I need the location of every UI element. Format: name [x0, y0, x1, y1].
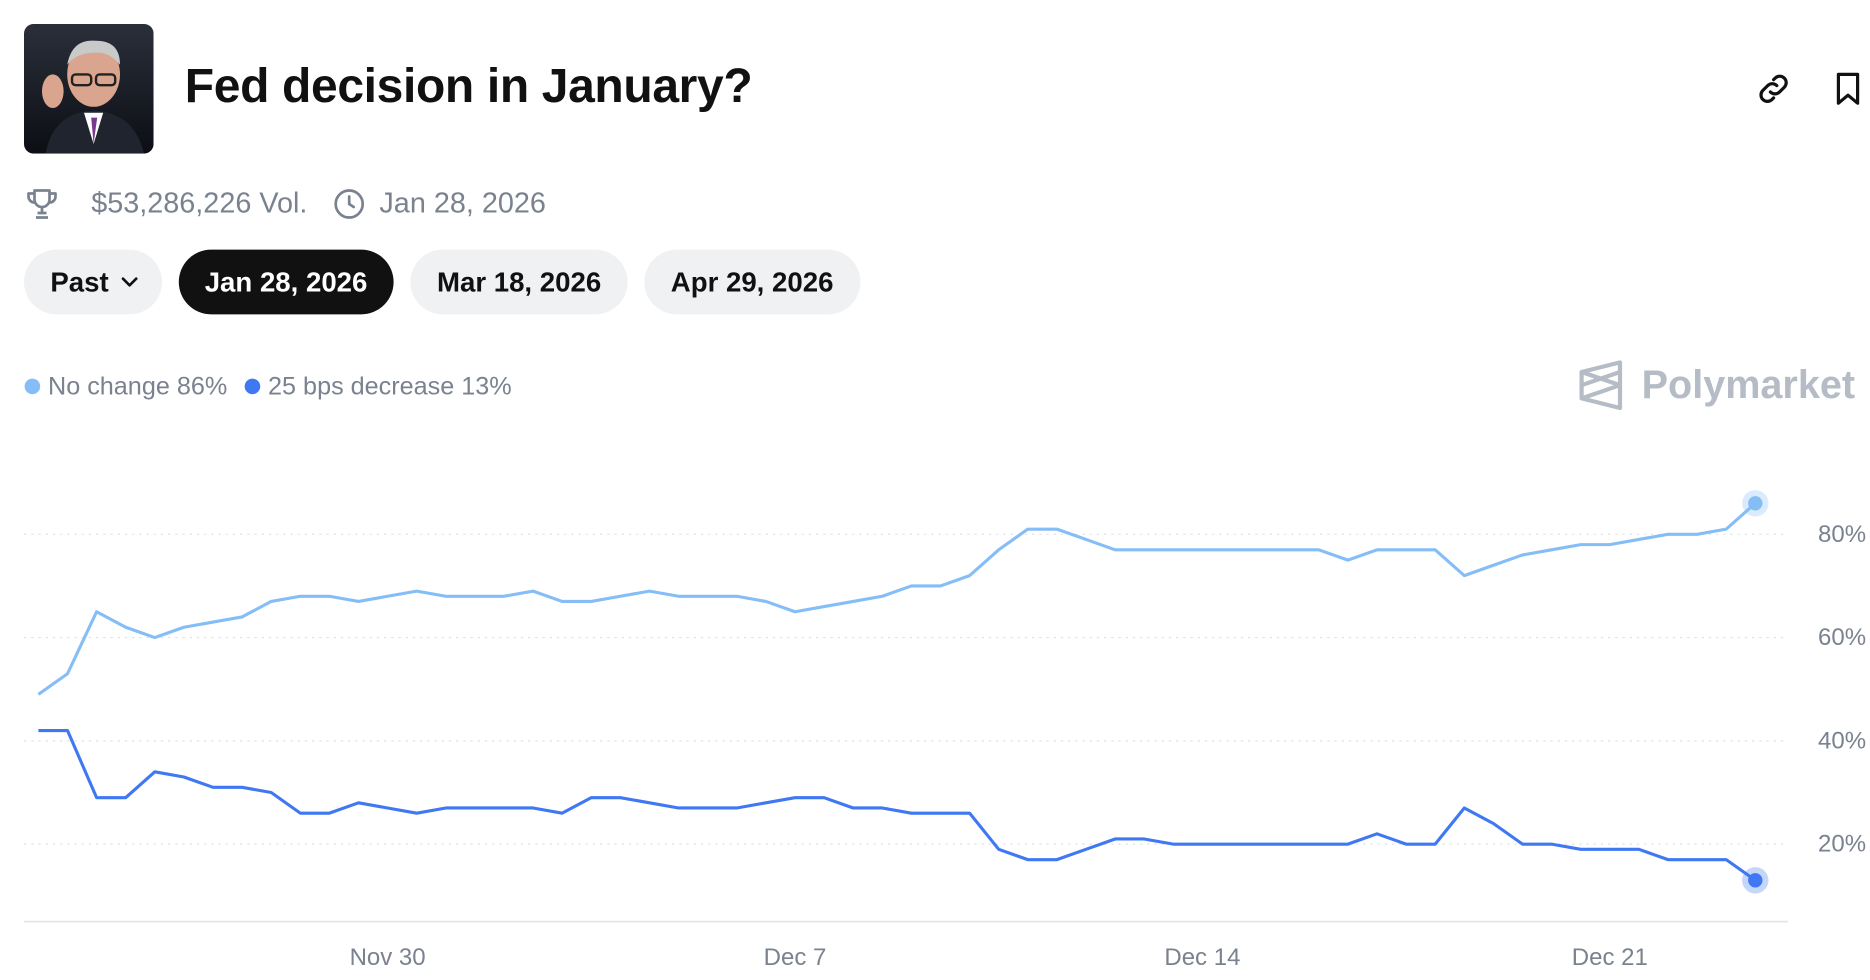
- date-tab[interactable]: Past: [24, 249, 162, 315]
- legend-label: No change 86%: [48, 372, 227, 400]
- copy-link-button[interactable]: [1754, 70, 1792, 108]
- tab-label: Jan 28, 2026: [204, 265, 368, 297]
- market-meta: $53,286,226 Vol. Jan 28, 2026: [24, 186, 546, 222]
- endpoint-dot: [1748, 873, 1763, 888]
- clock-icon: [334, 189, 365, 219]
- trophy-icon: [27, 189, 57, 219]
- brand-name: Polymarket: [1642, 363, 1855, 407]
- date-tab[interactable]: Jan 28, 2026: [178, 249, 394, 315]
- market-title: Fed decision in January?: [184, 60, 753, 113]
- market-image: [24, 24, 154, 154]
- bookmark-button[interactable]: [1829, 70, 1867, 108]
- x-tick-label: Dec 21: [1572, 944, 1648, 971]
- brand-logo: Polymarket: [1579, 360, 1855, 411]
- volume: $53,286,226 Vol.: [91, 187, 308, 220]
- legend-marker: [244, 378, 261, 395]
- y-tick-label: 60%: [1818, 624, 1866, 651]
- legend-label: 25 bps decrease 13%: [268, 372, 512, 400]
- y-tick-label: 20%: [1818, 831, 1866, 858]
- chart: Polymarket No change 86% 25 bps decrease …: [24, 360, 1866, 971]
- x-tick-label: Dec 14: [1164, 944, 1240, 971]
- y-tick-label: 80%: [1818, 521, 1866, 548]
- tab-label: Past: [50, 265, 109, 297]
- date-tab[interactable]: Mar 18, 2026: [410, 249, 628, 315]
- x-tick-label: Nov 30: [350, 944, 426, 971]
- tab-label: Mar 18, 2026: [436, 265, 602, 297]
- legend-marker: [24, 378, 41, 395]
- chevron-icon: [121, 277, 138, 287]
- series-line: [38, 728, 1757, 882]
- series-line: [37, 502, 1757, 696]
- date-tabs: Past Jan 28, 2026 Mar 18, 2026 Apr 29, 2026: [24, 249, 860, 315]
- endpoint-dot: [1748, 496, 1763, 511]
- date-tab[interactable]: Apr 29, 2026: [644, 249, 860, 315]
- x-tick-label: Dec 7: [764, 944, 827, 971]
- end-date: Jan 28, 2026: [379, 187, 546, 220]
- tab-label: Apr 29, 2026: [670, 265, 834, 297]
- y-tick-label: 40%: [1818, 727, 1866, 754]
